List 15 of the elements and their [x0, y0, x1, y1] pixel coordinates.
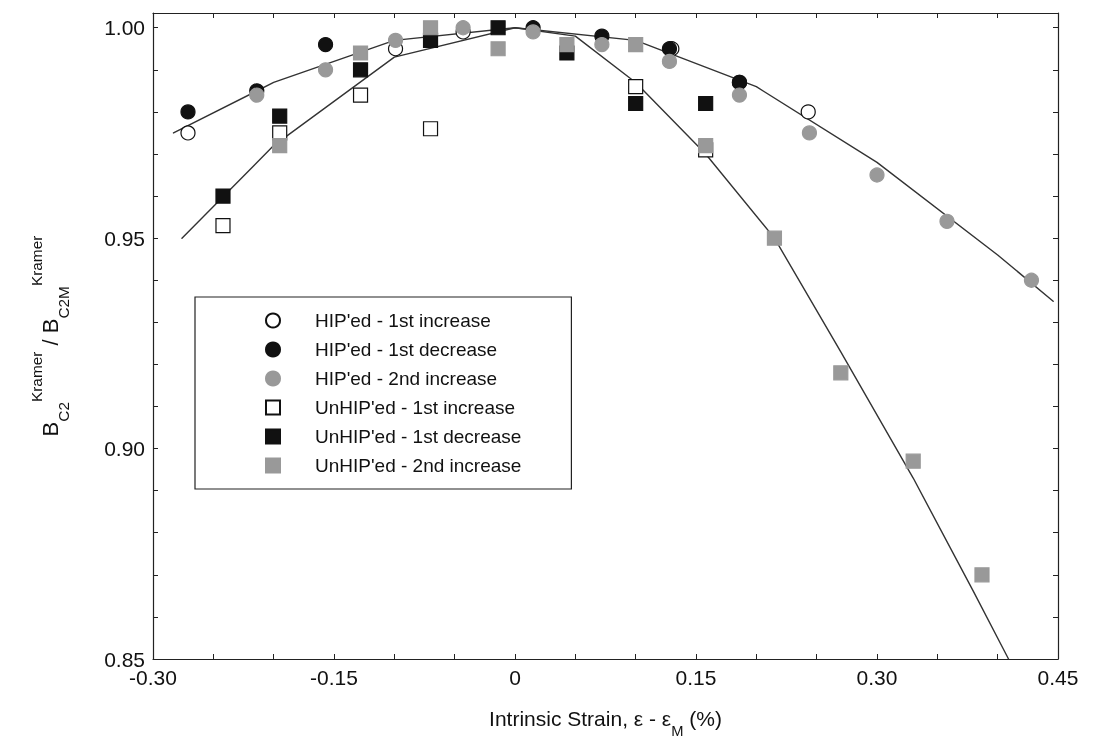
- legend-label: HIP'ed - 2nd increase: [315, 368, 498, 389]
- legend-label: HIP'ed - 1st decrease: [315, 339, 498, 360]
- x-tick-label: 0.45: [1037, 666, 1079, 689]
- legend-label: HIP'ed - 1st increase: [315, 310, 491, 331]
- legend-label: UnHIP'ed - 2nd increase: [315, 455, 522, 476]
- legend-label: UnHIP'ed - 1st decrease: [315, 426, 522, 447]
- x-tick-label: 0: [509, 666, 521, 689]
- y-tick-label: 0.90: [104, 437, 145, 461]
- y-axis-title: BC2Kramer / BC2MKramer: [28, 235, 72, 437]
- x-tick-label: -0.15: [310, 666, 358, 689]
- x-tick-label: 0.15: [675, 666, 717, 689]
- y-tick-label: 1.00: [104, 16, 145, 40]
- y-tick-label: 0.95: [104, 226, 145, 250]
- x-tick-label: 0.30: [856, 666, 898, 689]
- legend-label: UnHIP'ed - 1st increase: [315, 397, 516, 418]
